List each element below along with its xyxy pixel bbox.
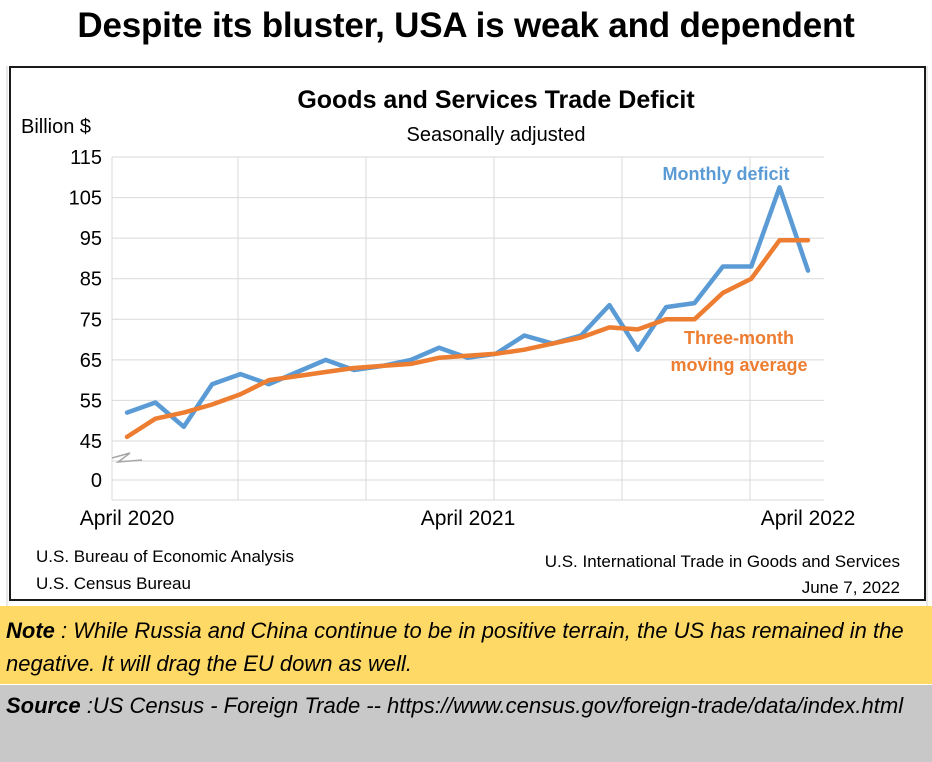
axis-break-zigzag [111,452,143,463]
gridlines [111,156,824,501]
note-box: Note : While Russia and China continue t… [0,606,932,684]
x-tick-label: April 2020 [80,507,175,530]
y-axis-label: Billion $ [21,116,91,138]
axis-break-icon [111,452,143,463]
y-tick-label: 65 [80,350,102,372]
series-label-average: Three-month moving average [670,328,807,375]
series-line-average [124,237,811,440]
headline: Despite its bluster, USA is weak and dep… [77,6,855,45]
footer-right-line-2: June 7, 2022 [802,578,900,597]
chart-title: Goods and Services Trade Deficit [297,86,695,114]
x-tick-labels: April 2020 April 2021 April 2022 [80,507,856,530]
y-tick-labels: 115 105 95 85 75 65 55 45 0 [69,147,102,492]
series-lines [124,185,811,440]
footer-left-line-1: U.S. Bureau of Economic Analysis [36,547,294,566]
y-tick-label: 0 [91,470,102,492]
spreadsheet-edge-left [6,66,8,606]
y-tick-label: 115 [70,147,102,169]
footer-left-line-2: U.S. Census Bureau [36,574,191,593]
note-text: : While Russia and China continue to be … [6,618,904,676]
chart-frame [9,66,926,601]
y-tick-label: 55 [80,390,102,412]
y-tick-label: 95 [80,228,102,250]
source-lead: Source [6,693,81,718]
y-tick-label: 45 [80,431,102,453]
x-tick-label: April 2021 [421,507,516,530]
x-tick-label: April 2022 [761,507,856,530]
chart-subtitle: Seasonally adjusted [406,124,585,146]
source-text: :US Census - Foreign Trade -- https://ww… [80,693,904,718]
spreadsheet-edge-right [926,66,928,606]
y-tick-label: 75 [80,309,102,331]
series-label-monthly: Monthly deficit [663,164,790,184]
y-tick-label: 105 [69,188,102,210]
y-tick-label: 85 [80,269,102,291]
footer-right-line-1: U.S. International Trade in Goods and Se… [545,552,900,571]
trade-deficit-chart: Goods and Services Trade Deficit Seasona… [21,86,900,597]
source-box: Source :US Census - Foreign Trade -- htt… [0,685,932,762]
note-lead: Note [6,618,55,643]
